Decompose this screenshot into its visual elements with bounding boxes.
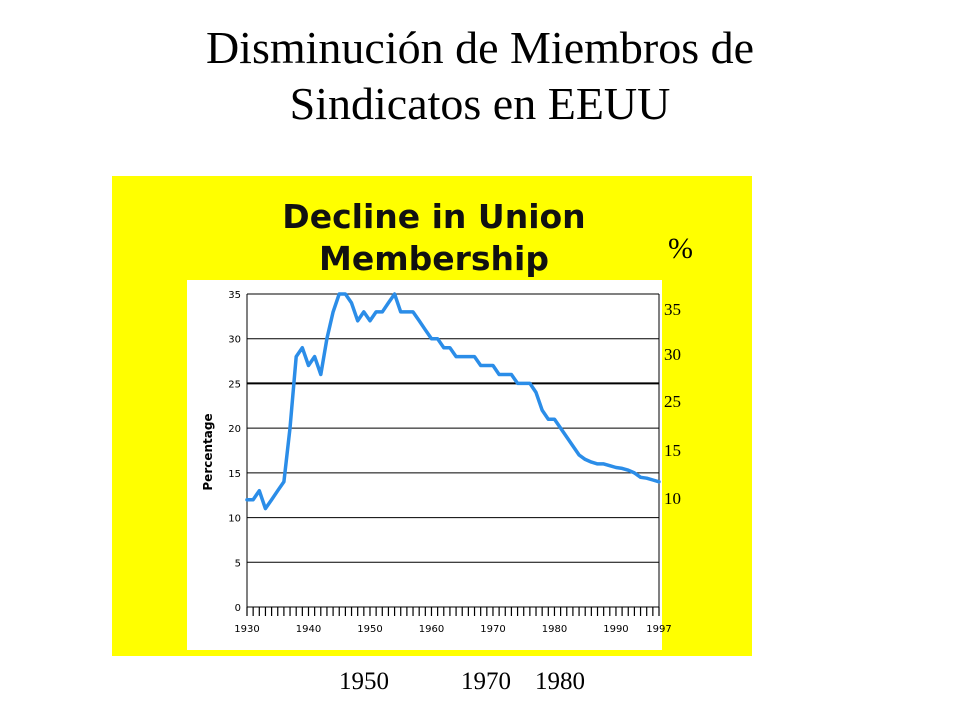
x-tick-label: 1980 [542, 624, 567, 635]
side-tick-label: 10 [664, 489, 681, 508]
y-tick-label: 5 [235, 558, 241, 569]
x-tick-label: 1950 [357, 624, 382, 635]
slide-title-line-1: Disminución de Miembros de [205, 22, 755, 73]
y-tick-label: 25 [228, 379, 241, 390]
y-tick-label: 0 [235, 603, 241, 614]
percent-unit-label: % [668, 232, 693, 265]
gridlines [246, 293, 660, 608]
bottom-year-label: 1970 [461, 668, 511, 695]
y-tick-label: 15 [228, 469, 241, 480]
chart-title: Decline in Union Membership [0, 196, 868, 280]
y-tick-label: 30 [228, 335, 241, 346]
plot-background [187, 280, 662, 650]
x-tick-label: 1960 [419, 624, 444, 635]
side-tick-label: 15 [664, 441, 681, 460]
y-axis-label: Percentage [201, 413, 215, 490]
y-tick-label: 10 [228, 514, 241, 525]
x-tick-labels: 1930 1940 1950 1960 1970 1980 1990 1997 [234, 624, 671, 635]
union-membership-line [245, 292, 661, 511]
x-tick-label: 1930 [234, 624, 259, 635]
slide-title-line-2: Sindicatos en EEUU [289, 78, 671, 129]
bottom-year-label: 1950 [339, 668, 389, 695]
chart-title-line-2: Membership [319, 239, 549, 278]
y-tick-label: 35 [228, 290, 241, 301]
slide-title: Disminución de Miembros de Sindicatos en… [0, 20, 960, 132]
chart-title-line-1: Decline in Union [282, 197, 586, 236]
bottom-year-label: 1980 [535, 668, 585, 695]
x-minor-ticks [246, 607, 660, 616]
side-tick-label: 35 [664, 300, 681, 319]
side-tick-label: 30 [664, 345, 681, 364]
y-tick-label: 20 [228, 424, 241, 435]
x-tick-label: 1990 [603, 624, 628, 635]
side-tick-label: 25 [664, 392, 681, 411]
y-tick-labels: 0 5 10 15 20 25 30 35 [228, 290, 241, 614]
x-tick-label: 1997 [646, 624, 671, 635]
x-tick-label: 1970 [480, 624, 505, 635]
x-tick-label: 1940 [296, 624, 321, 635]
